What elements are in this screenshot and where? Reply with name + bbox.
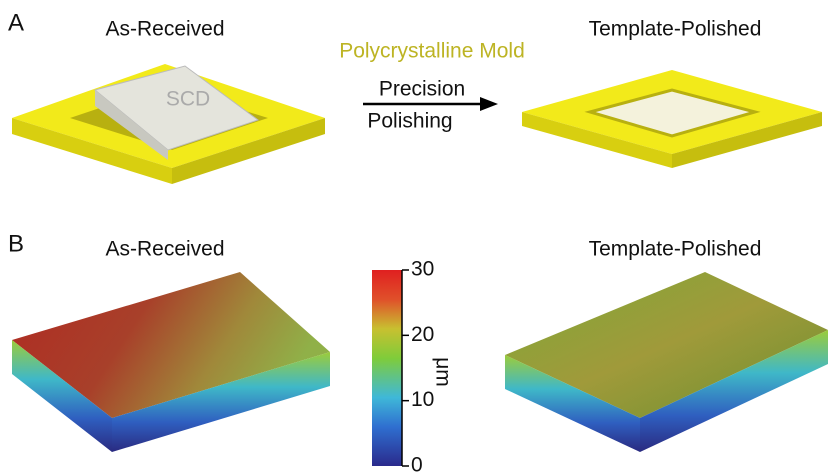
crystal-label: SCD: [166, 88, 210, 111]
colorbar-tick-label: 10: [411, 388, 434, 411]
colorbar: [372, 270, 402, 466]
left-title: As-Received: [105, 238, 224, 261]
arrow-label-top: Precision: [379, 78, 465, 101]
colorbar-tick-label: 0: [411, 454, 423, 472]
arrow-head: [480, 97, 498, 111]
mold-left: [12, 64, 325, 184]
right-title: Template-Polished: [589, 238, 762, 261]
colorbar-tick-label: 20: [411, 323, 434, 346]
arrow-label-bottom: Polishing: [367, 110, 452, 133]
right-title: Template-Polished: [589, 18, 762, 41]
left-title: As-Received: [105, 18, 224, 41]
surface-left: [12, 272, 330, 452]
panel-label: A: [8, 9, 24, 36]
page: {"panel_a": {"label": "A", "left_title":…: [0, 0, 829, 472]
colorbar-unit: μm: [431, 357, 454, 387]
mold-right: [522, 70, 822, 168]
colorbar-tick-label: 30: [411, 258, 434, 281]
mold-label: Polycrystalline Mold: [339, 40, 525, 63]
figure: A As-Received Template-Polished Polycrys…: [0, 0, 829, 472]
panel-label: B: [8, 230, 24, 257]
surface-right: [505, 272, 828, 452]
